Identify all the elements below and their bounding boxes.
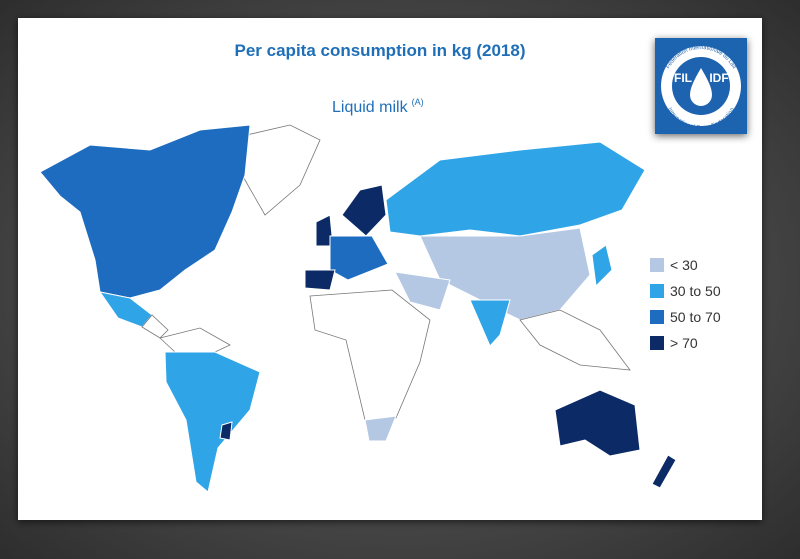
- south-africa-region: [364, 415, 397, 442]
- legend-swatch: [650, 284, 664, 298]
- new-zealand-region: [651, 454, 677, 489]
- greenland: [224, 124, 321, 216]
- legend-swatch: [650, 310, 664, 324]
- japan-region: [591, 244, 613, 288]
- subtitle-note: (A): [412, 97, 424, 107]
- logo: Fédération Internationale du Lait Intern…: [655, 38, 747, 134]
- spain-region: [304, 269, 336, 291]
- india-region: [469, 299, 511, 347]
- subtitle-text: Liquid milk: [332, 99, 409, 116]
- south-america-region: [164, 351, 261, 493]
- central-america: [141, 314, 169, 339]
- southeast-asia: [519, 309, 631, 371]
- legend-label: < 30: [670, 257, 698, 273]
- western-europe-region: [329, 235, 389, 281]
- title: Per capita consumption in kg (2018): [235, 41, 526, 60]
- russia-region: [385, 141, 646, 237]
- subtitle: Liquid milk (A): [332, 97, 424, 116]
- legend-label: 30 to 50: [670, 283, 721, 299]
- australia-region: [554, 389, 641, 457]
- legend-label: > 70: [670, 335, 698, 351]
- legend-swatch: [650, 336, 664, 350]
- uruguay-region: [219, 421, 233, 441]
- legend-swatch: [650, 258, 664, 272]
- logo-right: IDF: [709, 71, 728, 85]
- legend-label: 50 to 70: [670, 309, 721, 325]
- milk-drop: [690, 68, 712, 106]
- logo-left: FIL: [674, 71, 692, 85]
- map: [39, 124, 677, 493]
- middle-east-region: [394, 271, 451, 311]
- north-america-region: [39, 124, 251, 299]
- africa: [309, 289, 431, 421]
- legend: < 30 30 to 50 50 to 70 > 70: [650, 257, 721, 351]
- north-south-america: [159, 327, 231, 353]
- scandinavia-region: [341, 184, 387, 237]
